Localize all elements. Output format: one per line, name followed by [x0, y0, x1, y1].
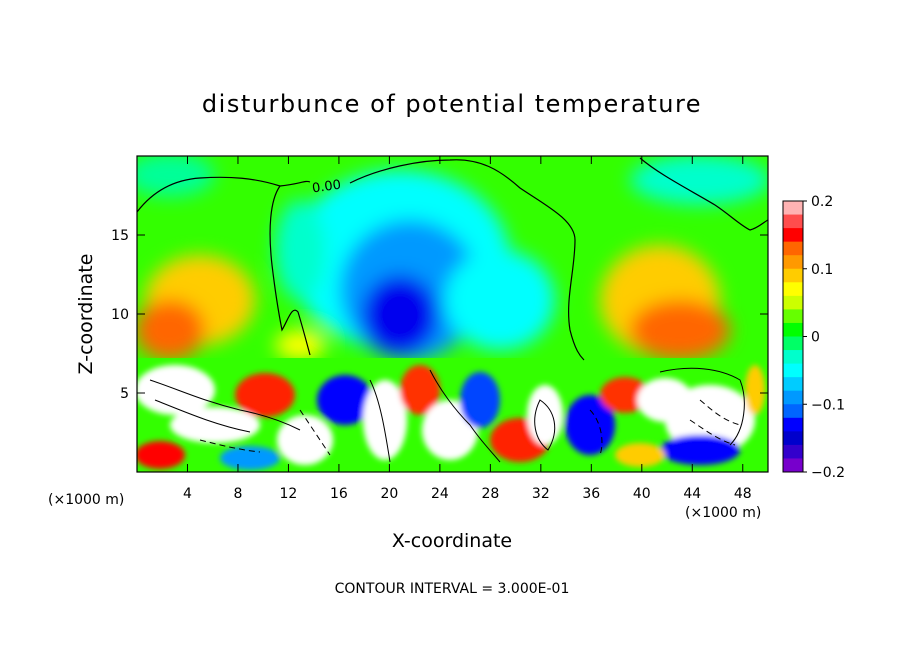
x-tick-label: 20: [380, 486, 398, 502]
y-axis-label: Z-coordinate: [75, 254, 97, 375]
colorbar-swatch: [783, 336, 803, 351]
y-tick-label: 5: [120, 386, 129, 402]
colorbar-swatch: [783, 458, 803, 473]
colorbar-swatch: [783, 431, 803, 446]
colorbar-tick-label: 0.1: [811, 262, 833, 278]
colorbar-tick-label: −0.2: [811, 465, 845, 481]
x-tick-label: 8: [233, 486, 242, 502]
x-tick-label: 44: [683, 486, 701, 502]
colorbar-swatch: [783, 350, 803, 365]
colorbar-swatch: [783, 228, 803, 243]
x-tick-label: 28: [481, 486, 499, 502]
y-tick-label: 15: [111, 228, 129, 244]
colorbar-labels: 0.2 0.1 0 −0.1 −0.2: [803, 194, 845, 481]
contour-interval-note: CONTOUR INTERVAL = 3.000E-01: [335, 581, 570, 597]
colorbar-swatch: [783, 214, 803, 229]
zero-contour: [137, 157, 768, 361]
x-axis-label: X-coordinate: [392, 530, 512, 552]
colorbar-swatch: [783, 417, 803, 432]
colorbar-tick-label: 0.2: [811, 194, 833, 210]
colorbar-swatch: [783, 309, 803, 324]
colorbar-swatch: [783, 363, 803, 378]
y-axis-ticks: 5 10 15: [111, 228, 768, 402]
colorbar-swatch: [783, 255, 803, 270]
colorbar-swatch: [783, 322, 803, 337]
x-tick-label: 40: [633, 486, 651, 502]
colorbar-tick-label: −0.1: [811, 397, 845, 413]
x-unit-right: (×1000 m): [685, 505, 761, 521]
colorbar-swatch: [783, 282, 803, 297]
colorbar-swatch: [783, 377, 803, 392]
y-tick-label: 10: [111, 307, 129, 323]
colorbar-swatch: [783, 390, 803, 405]
chart-title: disturbunce of potential temperature: [202, 90, 702, 118]
x-tick-label: 12: [280, 486, 298, 502]
colorbar: [783, 201, 803, 473]
colorbar-swatch: [783, 295, 803, 310]
x-tick-label: 24: [431, 486, 449, 502]
colorbar-tick-label: 0: [811, 330, 820, 346]
colorbar-swatch: [783, 241, 803, 256]
contour-label: 0.00: [311, 178, 342, 197]
x-tick-label: 4: [183, 486, 192, 502]
x-tick-label: 16: [330, 486, 348, 502]
upper-field: [137, 156, 768, 360]
x-unit-left: (×1000 m): [48, 492, 124, 508]
lower-field: [137, 358, 768, 472]
x-tick-label: 36: [582, 486, 600, 502]
colorbar-swatch: [783, 201, 803, 216]
colorbar-swatch: [783, 444, 803, 459]
plot-area: [137, 156, 768, 472]
colorbar-swatch: [783, 268, 803, 283]
x-tick-label: 48: [734, 486, 752, 502]
x-tick-label: 32: [532, 486, 550, 502]
x-axis-ticks: 4 8 12 16 20 24 28 32 36 40 44 48: [183, 156, 752, 502]
colorbar-swatch: [783, 404, 803, 419]
